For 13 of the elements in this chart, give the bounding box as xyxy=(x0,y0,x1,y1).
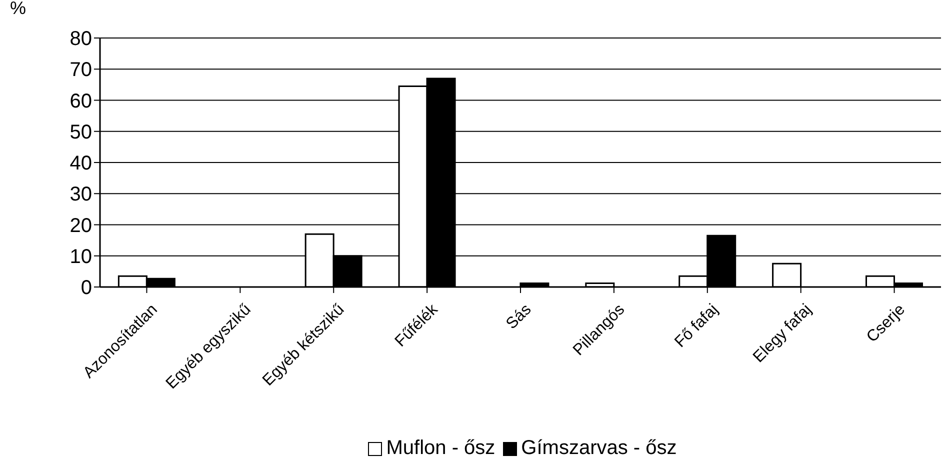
y-axis-title: % xyxy=(10,0,26,18)
y-tick-label: 60 xyxy=(70,90,92,112)
y-tick-label: 50 xyxy=(70,121,92,144)
y-tick-label: 30 xyxy=(70,184,92,206)
x-tick-label: Sás xyxy=(503,301,535,333)
y-tick-label: 0 xyxy=(80,277,92,300)
y-tick-label: 80 xyxy=(70,28,92,50)
y-tick-label: 20 xyxy=(70,214,92,237)
y-tick-label: 70 xyxy=(70,59,92,82)
legend-label: Muflon - ősz xyxy=(385,437,496,460)
y-tick-label: 40 xyxy=(70,152,92,175)
legend-label: Gímszarvas - ősz xyxy=(520,437,677,460)
y-tick-label: 10 xyxy=(70,246,92,268)
